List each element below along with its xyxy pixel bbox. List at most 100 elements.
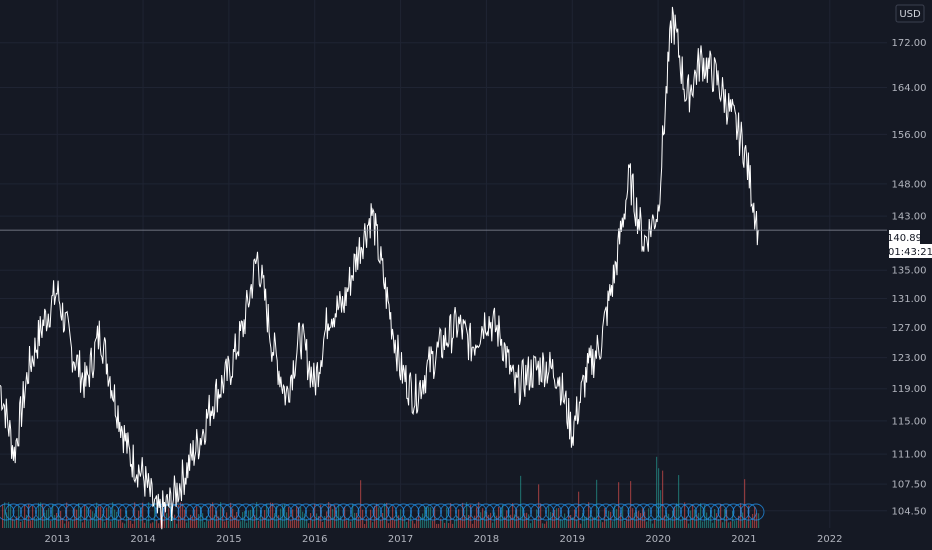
event-marker[interactable] [117, 503, 135, 521]
event-marker[interactable] [537, 503, 555, 521]
event-marker[interactable] [425, 503, 442, 521]
event-marker[interactable] [522, 503, 540, 521]
event-marker[interactable] [305, 503, 322, 521]
event-marker[interactable] [380, 503, 397, 521]
event-marker[interactable] [642, 503, 660, 521]
event-marker[interactable] [335, 503, 352, 521]
event-marker[interactable] [5, 503, 22, 521]
event-marker[interactable] [372, 503, 390, 521]
event-marker[interactable] [102, 503, 120, 521]
event-marker[interactable] [222, 503, 240, 521]
event-marker[interactable] [80, 503, 97, 521]
event-marker[interactable] [507, 503, 525, 521]
event-marker[interactable] [42, 503, 60, 521]
event-marker[interactable] [342, 503, 360, 521]
event-marker[interactable] [215, 503, 232, 521]
event-marker[interactable] [485, 503, 502, 521]
event-marker[interactable] [710, 503, 727, 521]
event-marker[interactable] [687, 503, 705, 521]
event-marker[interactable] [252, 503, 270, 521]
event-marker[interactable] [410, 503, 427, 521]
event-marker[interactable] [275, 503, 292, 521]
event-marker[interactable] [282, 503, 300, 521]
event-marker[interactable] [552, 503, 570, 521]
event-marker[interactable] [140, 503, 157, 521]
event-marker[interactable] [267, 503, 285, 521]
event-marker[interactable] [357, 503, 375, 521]
event-marker[interactable] [530, 503, 547, 521]
event-marker[interactable] [402, 503, 420, 521]
event-marker[interactable] [635, 503, 652, 521]
event-marker[interactable] [110, 503, 127, 521]
event-marker[interactable] [665, 503, 682, 521]
event-marker[interactable] [57, 503, 75, 521]
event-marker[interactable] [387, 503, 405, 521]
event-marker[interactable] [147, 503, 165, 521]
event-marker[interactable] [500, 503, 517, 521]
event-marker[interactable] [132, 503, 150, 521]
event-marker[interactable] [395, 503, 412, 521]
event-marker[interactable] [290, 503, 307, 521]
event-marker[interactable] [72, 503, 90, 521]
event-marker[interactable] [702, 503, 720, 521]
event-marker[interactable] [740, 503, 757, 521]
event-marker[interactable] [350, 503, 367, 521]
event-marker[interactable] [747, 503, 765, 521]
event-marker[interactable] [447, 503, 465, 521]
event-marker[interactable] [672, 503, 690, 521]
event-marker[interactable] [455, 503, 472, 521]
event-marker[interactable] [680, 503, 697, 521]
event-marker[interactable] [260, 503, 277, 521]
event-marker[interactable] [627, 503, 645, 521]
event-marker[interactable] [575, 503, 592, 521]
event-marker[interactable] [657, 503, 675, 521]
event-marker[interactable] [365, 503, 382, 521]
event-marker[interactable] [492, 503, 510, 521]
event-marker[interactable] [597, 503, 615, 521]
event-marker[interactable] [432, 503, 450, 521]
event-marker[interactable] [620, 503, 637, 521]
event-marker[interactable] [87, 503, 105, 521]
event-marker[interactable] [125, 503, 142, 521]
event-marker[interactable] [185, 503, 202, 521]
currency-label[interactable]: USD [895, 4, 925, 23]
event-marker[interactable] [515, 503, 532, 521]
price-axis[interactable]: 104.50 107.50 111.00 115.00 119.00 123.00 127.… [892, 38, 927, 517]
event-marker[interactable] [50, 503, 67, 521]
event-marker[interactable] [200, 503, 217, 521]
event-marker[interactable] [440, 503, 457, 521]
event-markers[interactable] [0, 503, 765, 521]
event-marker[interactable] [417, 503, 435, 521]
event-marker[interactable] [582, 503, 600, 521]
event-marker[interactable] [605, 503, 622, 521]
event-marker[interactable] [327, 503, 345, 521]
event-marker[interactable] [560, 503, 577, 521]
event-marker[interactable] [470, 503, 487, 521]
event-marker[interactable] [207, 503, 225, 521]
event-marker[interactable] [297, 503, 315, 521]
event-marker[interactable] [65, 503, 82, 521]
event-marker[interactable] [612, 503, 630, 521]
event-marker[interactable] [35, 503, 52, 521]
event-marker[interactable] [237, 503, 255, 521]
event-marker[interactable] [12, 503, 30, 521]
event-marker[interactable] [477, 503, 495, 521]
event-marker[interactable] [230, 503, 247, 521]
event-marker[interactable] [732, 503, 750, 521]
event-marker[interactable] [20, 503, 37, 521]
event-marker[interactable] [192, 503, 210, 521]
event-marker[interactable] [590, 503, 607, 521]
event-marker[interactable] [170, 503, 187, 521]
event-marker[interactable] [245, 503, 262, 521]
event-marker[interactable] [725, 503, 742, 521]
event-marker[interactable] [650, 503, 667, 521]
event-marker[interactable] [27, 503, 45, 521]
event-marker[interactable] [95, 503, 112, 521]
time-axis[interactable]: 2013 2014 2015 2016 2017 2018 2019 2020 2021 2022 [44, 534, 842, 545]
event-marker[interactable] [0, 503, 15, 521]
event-marker[interactable] [695, 503, 712, 521]
event-marker[interactable] [545, 503, 562, 521]
event-marker[interactable] [320, 503, 337, 521]
event-marker[interactable] [177, 503, 195, 521]
